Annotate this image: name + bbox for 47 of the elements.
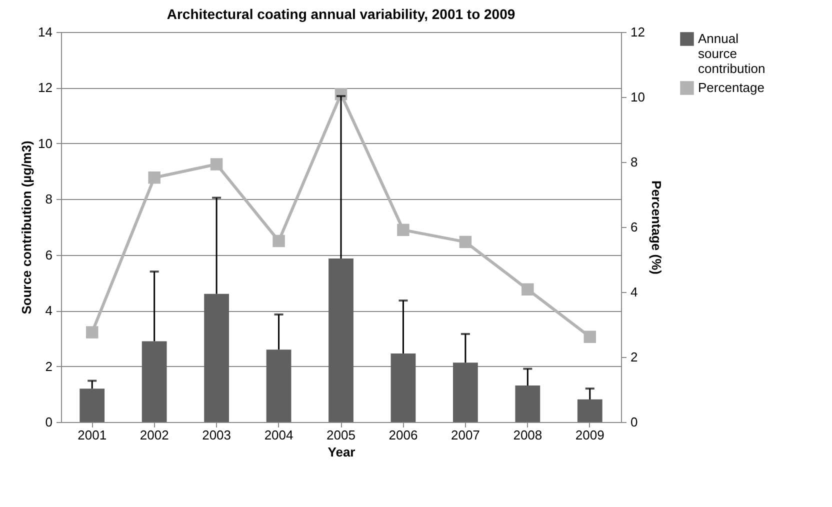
- bar: [142, 341, 167, 422]
- bar: [390, 353, 416, 422]
- y2-axis-title: Percentage (%): [648, 180, 664, 274]
- y-tick-label: 2: [45, 358, 52, 374]
- bar: [515, 386, 540, 422]
- x-tick-label: 2005: [326, 428, 356, 442]
- y-tick-label: 0: [45, 414, 52, 430]
- x-tick-label: 2009: [575, 428, 604, 442]
- y-tick-label: 10: [38, 136, 52, 151]
- y2-tick-label: 6: [630, 220, 638, 234]
- y-tick-label: 14: [38, 24, 52, 40]
- bar: [266, 350, 292, 422]
- point: [272, 234, 285, 248]
- point: [210, 158, 223, 170]
- y2-tick-label: 4: [630, 284, 638, 300]
- point: [148, 171, 160, 184]
- y-tick-label: 12: [38, 80, 52, 96]
- y2-tick-label: 2: [630, 350, 638, 364]
- bar: [453, 362, 478, 422]
- bar: [204, 294, 229, 422]
- y2-tick-label: 10: [630, 90, 645, 104]
- legend-label: Percentage: [698, 80, 764, 95]
- bar: [328, 258, 354, 422]
- y2-tick-label: 8: [630, 154, 638, 170]
- point: [86, 326, 98, 338]
- x-tick-label: 2008: [513, 428, 542, 442]
- x-tick-label: 2003: [202, 428, 232, 442]
- point: [459, 236, 472, 248]
- point: [584, 330, 596, 343]
- x-tick-label: 2002: [140, 428, 169, 442]
- bar: [80, 388, 105, 422]
- x-tick-label: 2004: [264, 428, 294, 442]
- legend-label: Annual source contribution: [698, 31, 766, 76]
- x-tick-label: 2006: [388, 428, 418, 442]
- x-tick-label: 2001: [78, 428, 107, 442]
- x-tick-label: 2007: [450, 428, 480, 442]
- x-axis-title: Year: [328, 444, 356, 460]
- bar: [577, 399, 602, 422]
- y-tick-label: 8: [45, 192, 52, 207]
- y-tick-label: 4: [45, 303, 52, 318]
- y-axis-title: Source contribution (µg/m3): [19, 140, 34, 314]
- point: [522, 283, 534, 296]
- y2-tick-label: 12: [630, 24, 645, 40]
- y-tick-label: 6: [45, 247, 52, 262]
- point: [397, 224, 410, 236]
- y2-tick-label: 0: [630, 414, 638, 430]
- chart-title: Architectural coating annual variability, 2001 to 2009: [166, 6, 516, 22]
